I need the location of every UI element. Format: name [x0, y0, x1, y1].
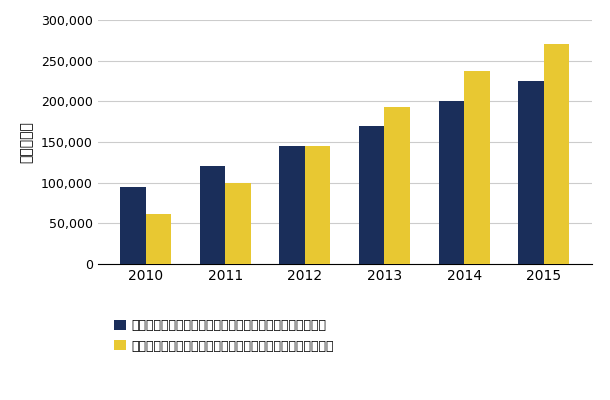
Bar — [384, 107, 410, 264]
Bar — [199, 166, 225, 264]
Bar — [544, 44, 569, 264]
Bar — [305, 146, 330, 264]
Bar — [359, 126, 384, 264]
Bar — [225, 183, 251, 264]
Bar — [464, 71, 490, 264]
Bar — [146, 214, 171, 264]
Bar — [439, 101, 464, 264]
Bar — [120, 187, 146, 264]
Bar — [279, 146, 305, 264]
Y-axis label: （百万円）: （百万円） — [20, 121, 34, 163]
Legend: パブリッククラウドコンピューティング向けソフトウェア, プライベートクラウドコンピューティング向けソフトウェア: パブリッククラウドコンピューティング向けソフトウェア, プライベートクラウドコン… — [113, 319, 334, 352]
Bar — [518, 81, 544, 264]
